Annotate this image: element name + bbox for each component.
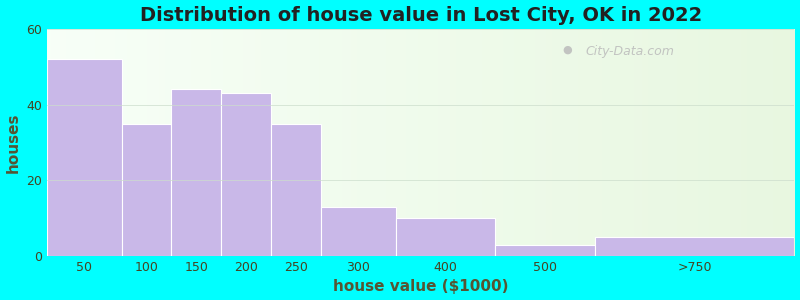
Y-axis label: houses: houses <box>6 112 21 173</box>
Bar <box>595 237 794 256</box>
X-axis label: house value ($1000): house value ($1000) <box>333 279 508 294</box>
Bar <box>171 89 222 256</box>
Text: City-Data.com: City-Data.com <box>585 45 674 58</box>
Bar <box>321 207 396 256</box>
Bar <box>271 124 321 256</box>
Bar <box>122 124 171 256</box>
Bar <box>495 245 595 256</box>
Bar <box>47 59 122 256</box>
Title: Distribution of house value in Lost City, OK in 2022: Distribution of house value in Lost City… <box>139 6 702 25</box>
Text: ●: ● <box>562 45 573 55</box>
Bar <box>396 218 495 256</box>
Bar <box>222 93 271 256</box>
